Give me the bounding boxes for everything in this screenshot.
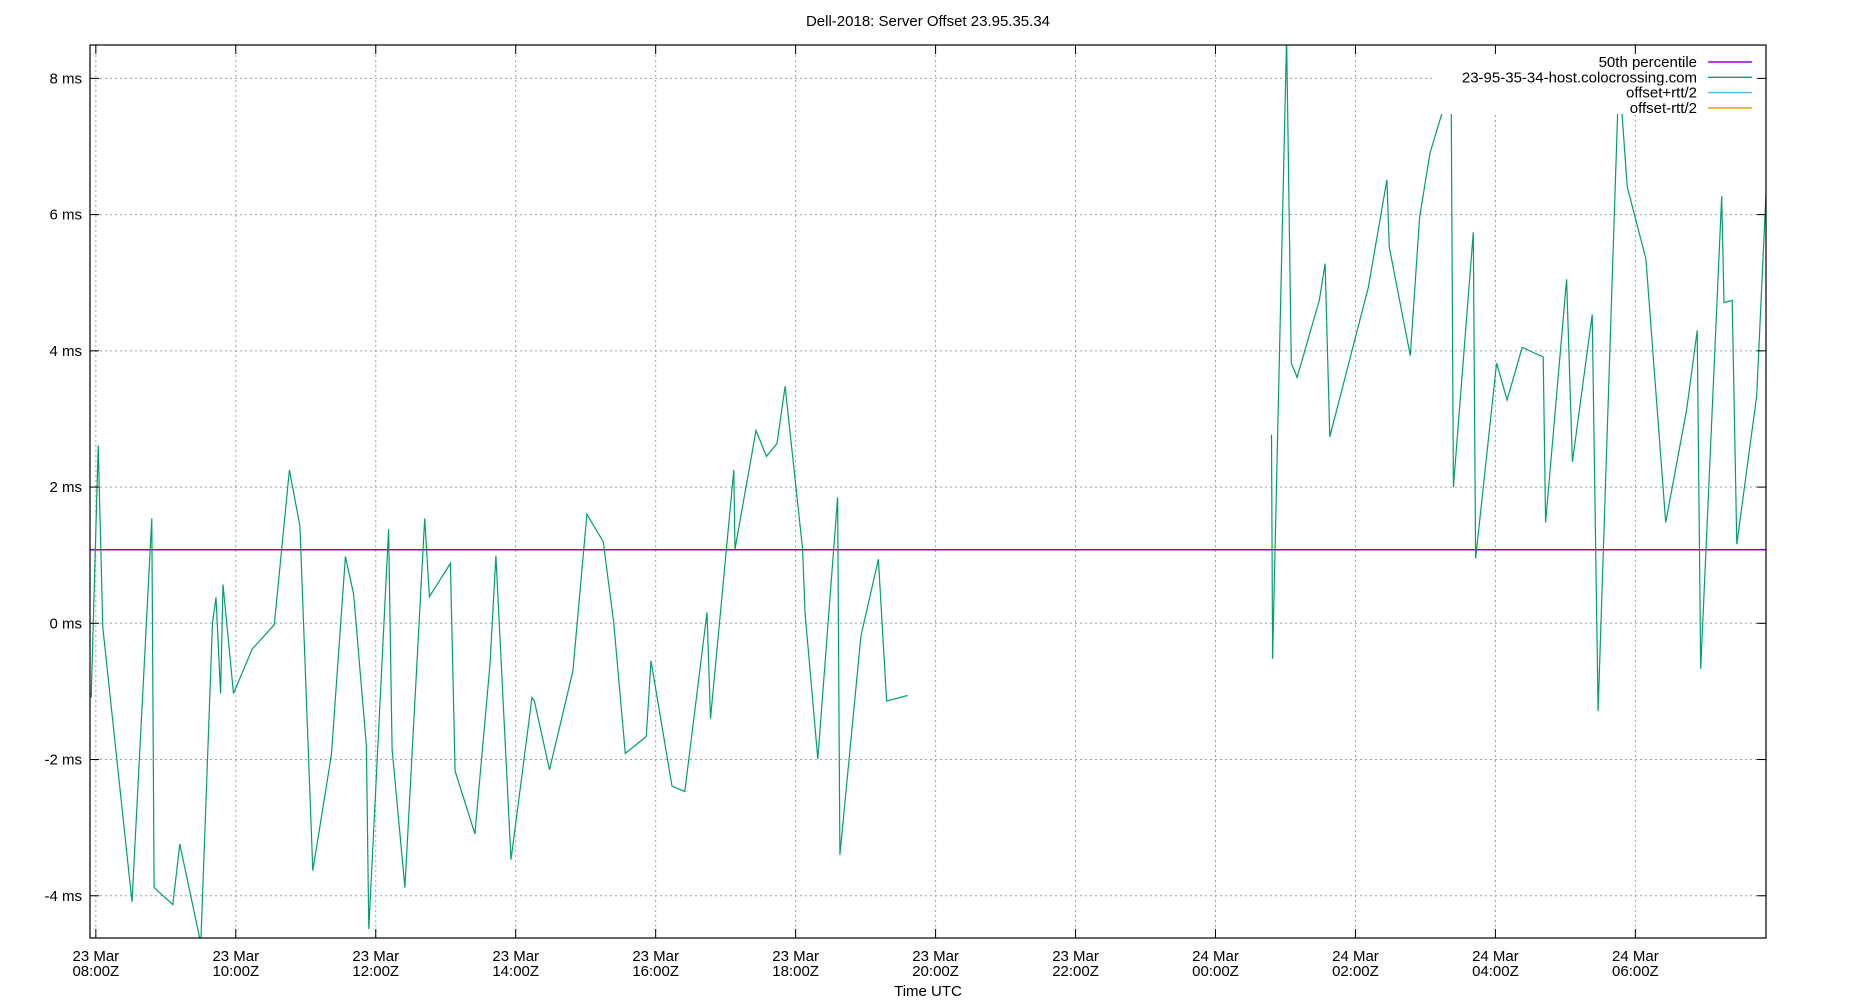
x-tick-label: 20:00Z: [912, 963, 959, 980]
chart-title: Dell-2018: Server Offset 23.95.35.34: [806, 13, 1050, 30]
series-layer: [90, 37, 1766, 943]
y-tick-label: 4 ms: [49, 343, 82, 360]
x-tick-label: 10:00Z: [212, 963, 259, 980]
x-tick-label: 06:00Z: [1612, 963, 1659, 980]
legend-label: offset-rtt/2: [1630, 100, 1697, 117]
offset-series-line: [1272, 38, 1767, 712]
plot-border: [90, 45, 1766, 938]
legend: 50th percentile23-95-35-34-host.colocros…: [1435, 50, 1760, 117]
x-tick-label: 04:00Z: [1472, 963, 1519, 980]
y-tick-label: 8 ms: [49, 70, 82, 87]
y-tick-label: 6 ms: [49, 207, 82, 224]
y-tick-label: -2 ms: [45, 752, 83, 769]
x-tick-label: 00:00Z: [1192, 963, 1239, 980]
grid: [90, 45, 1766, 938]
x-tick-label: 08:00Z: [72, 963, 119, 980]
x-tick-label: 12:00Z: [352, 963, 399, 980]
y-tick-label: 2 ms: [49, 479, 82, 496]
offset-series-line: [91, 386, 907, 943]
x-tick-label: 22:00Z: [1052, 963, 1099, 980]
x-tick-label: 16:00Z: [632, 963, 679, 980]
x-tick-label: 18:00Z: [772, 963, 819, 980]
x-axis-label: Time UTC: [894, 983, 962, 1000]
y-tick-label: -4 ms: [45, 888, 83, 905]
x-tick-label: 14:00Z: [492, 963, 539, 980]
x-tick-label: 02:00Z: [1332, 963, 1379, 980]
y-tick-label: 0 ms: [49, 615, 82, 632]
